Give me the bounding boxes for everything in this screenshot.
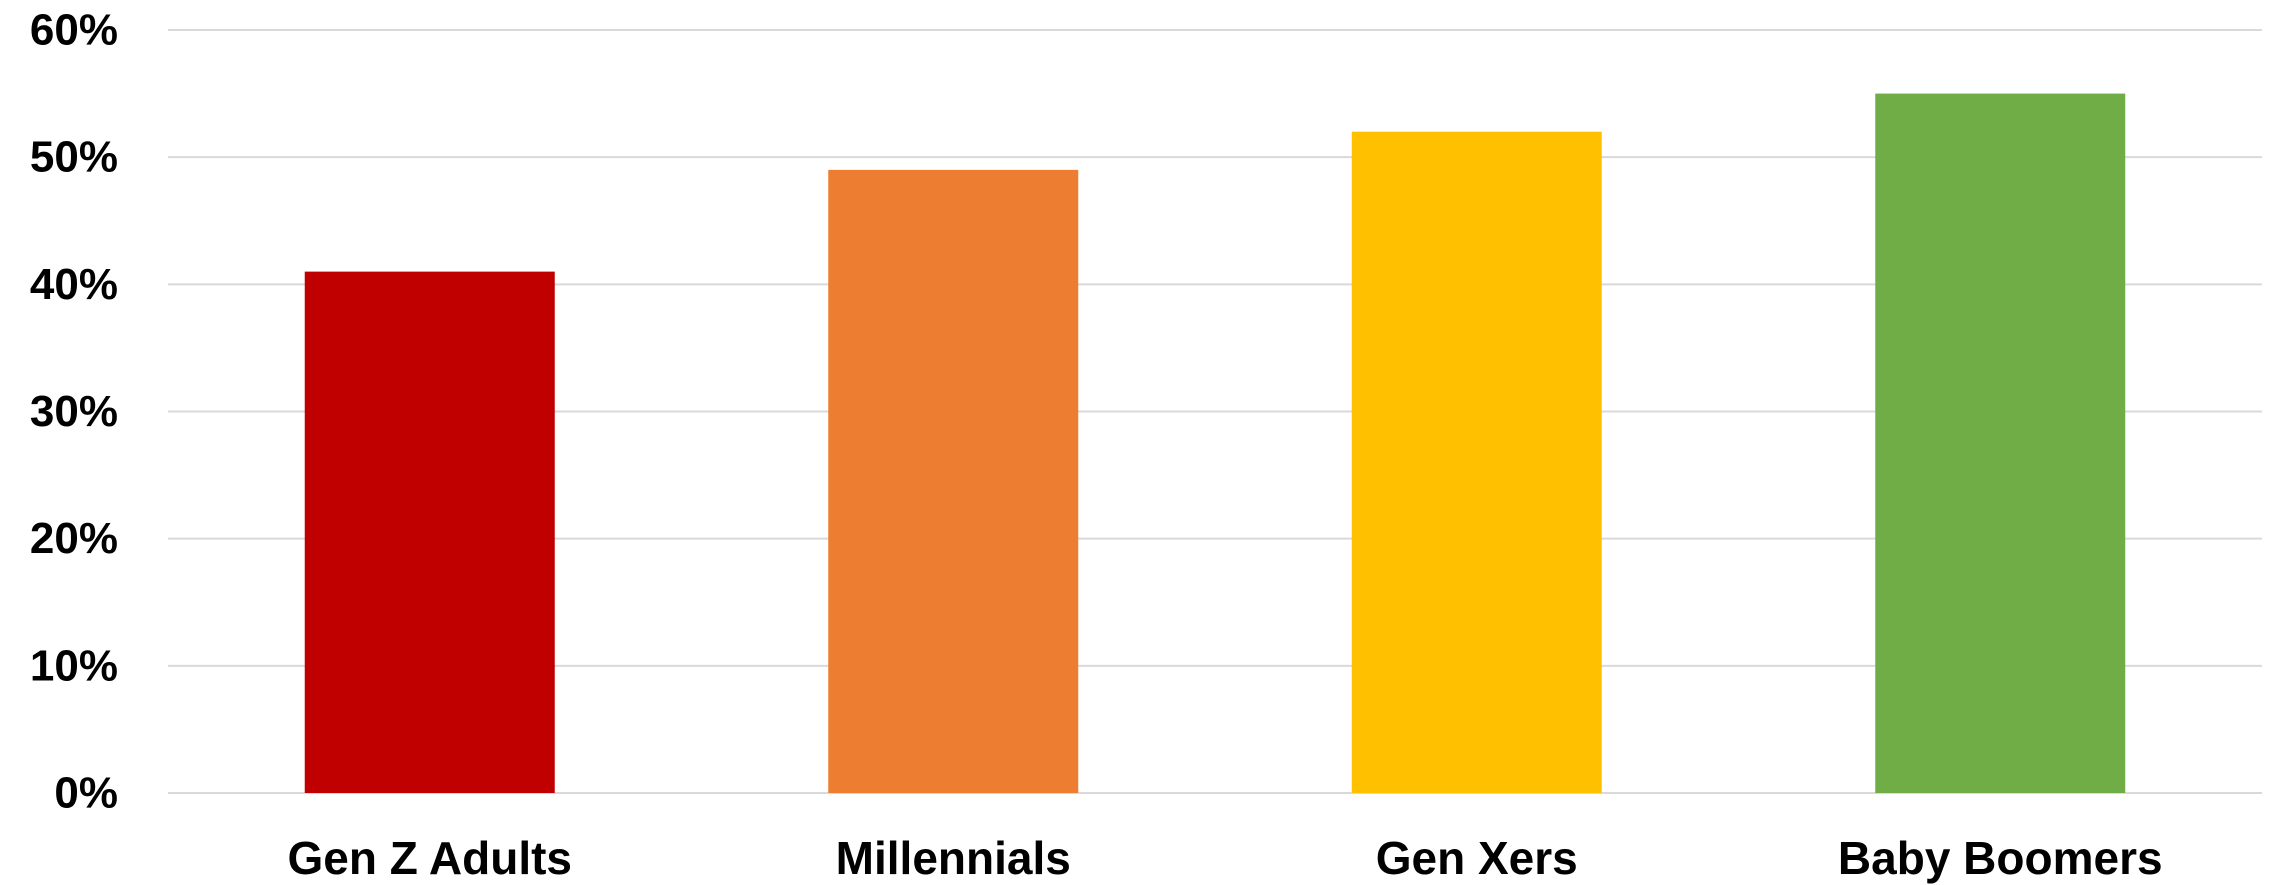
bars [304,93,2126,794]
y-tick-label-0: 0% [54,769,118,818]
bar-millennials [828,169,1079,794]
x-tick-label-gen-xers: Gen Xers [1376,832,1578,884]
bar-gen-z-adults [304,271,555,793]
x-axis-category-labels: Gen Z Adults Millennials Gen Xers Baby Boom… [287,832,2162,884]
y-tick-label-30: 30% [30,387,118,436]
y-tick-label-10: 10% [30,641,118,690]
x-tick-label-millennials: Millennials [836,832,1071,884]
y-tick-label-50: 50% [30,133,118,182]
x-tick-label-gen-z-adults: Gen Z Adults [287,832,572,884]
x-tick-label-baby-boomers: Baby Boomers [1838,832,2163,884]
y-tick-label-20: 20% [30,514,118,563]
y-tick-label-40: 40% [30,260,118,309]
bar-baby-boomers [1875,93,2126,794]
y-tick-label-60: 60% [30,6,118,55]
bar-gen-xers [1351,131,1602,793]
y-axis-tick-labels: 0% 10% 20% 30% 40% 50% 60% [30,6,118,818]
